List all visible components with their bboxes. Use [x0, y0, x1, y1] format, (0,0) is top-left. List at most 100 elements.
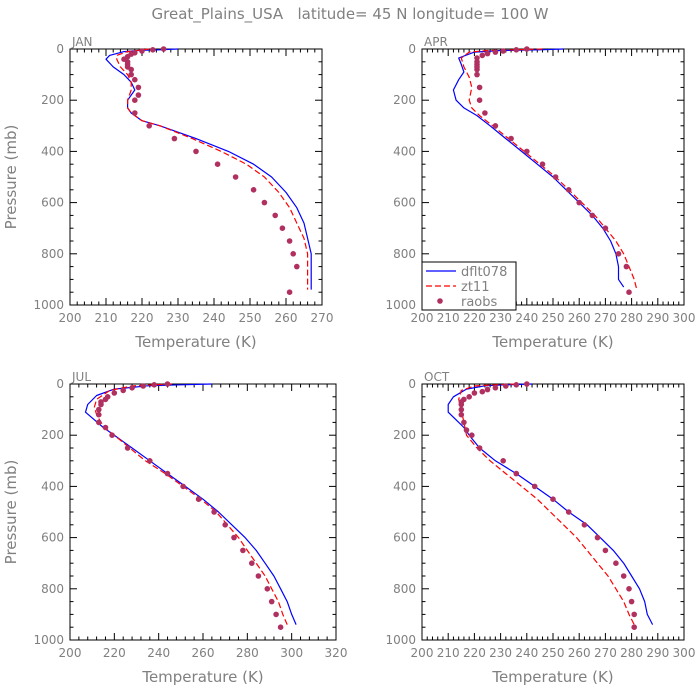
x-tick-label: 240 — [147, 646, 170, 660]
raobs-point — [623, 263, 630, 270]
y-tick-label: 1000 — [385, 633, 416, 647]
x-tick-label: 220 — [463, 311, 486, 325]
x-tick-label: 210 — [95, 311, 118, 325]
y-tick-label: 600 — [41, 531, 64, 545]
x-tick-label: 290 — [646, 311, 669, 325]
raobs-point — [135, 84, 142, 91]
x-axis-label: Temperature (K) — [491, 668, 613, 686]
x-tick-label: 210 — [437, 646, 460, 660]
raobs-point — [531, 483, 538, 490]
x-tick-label: 220 — [103, 646, 126, 660]
raobs-point — [513, 382, 520, 388]
y-tick-label: 400 — [393, 144, 416, 158]
x-tick-label: 250 — [239, 311, 262, 325]
raobs-point — [135, 92, 142, 98]
raobs-point — [102, 396, 109, 403]
y-axis-label: Pressure (mb) — [2, 460, 20, 565]
panel-title: JAN — [71, 35, 93, 49]
raobs-point — [129, 385, 135, 391]
raobs-point — [474, 66, 480, 73]
y-tick-label: 200 — [393, 93, 416, 107]
y-tick-label: 200 — [393, 428, 416, 442]
x-tick-label: 260 — [568, 311, 591, 325]
raobs-point — [132, 110, 138, 116]
raobs-point — [109, 432, 115, 439]
x-tick-label: 280 — [620, 311, 643, 325]
raobs-point — [164, 470, 171, 477]
legend: dflt078 zt11 raobs — [421, 261, 517, 311]
x-tick-label: 280 — [620, 646, 643, 660]
y-tick-label: 600 — [393, 531, 416, 545]
raobs-point — [272, 212, 279, 219]
x-tick-label: 300 — [673, 311, 696, 325]
x-tick-label: 200 — [411, 646, 434, 660]
panel-title: APR — [424, 35, 448, 49]
series-line-dflt078 — [452, 48, 625, 288]
y-tick-label: 1000 — [33, 298, 64, 312]
raobs-point — [268, 598, 275, 605]
legend-swatch-raobs — [437, 298, 443, 304]
raobs-point — [479, 388, 486, 395]
raobs-point — [211, 509, 217, 515]
raobs-point — [576, 199, 582, 206]
panel-jan: 200 210 220 230 240 250 260 270 0 200 400 600 800 100… — [2, 35, 333, 351]
raobs-point — [111, 390, 118, 396]
raobs-point — [565, 187, 572, 193]
raobs-point — [503, 383, 509, 389]
y-tick-label: 600 — [41, 196, 64, 210]
raobs-point — [524, 46, 530, 52]
raobs-point — [620, 573, 627, 579]
raobs-point — [539, 161, 546, 167]
series-line-dflt078 — [447, 383, 654, 625]
raobs-point — [231, 534, 237, 541]
raobs-point — [482, 110, 488, 116]
raobs-point — [513, 470, 520, 477]
x-tick-label: 200 — [411, 311, 434, 325]
series-line-zt11 — [460, 48, 638, 290]
x-tick-label: 320 — [325, 646, 348, 660]
raobs-point — [484, 386, 491, 393]
x-tick-label: 250 — [542, 311, 565, 325]
x-tick-label: 230 — [489, 646, 512, 660]
x-axis-label: Temperature (K) — [491, 333, 613, 351]
panel-oct: 200 210 220 230 240 250 260 270 280 290 3000200400… — [385, 370, 695, 686]
raobs-point — [602, 225, 609, 231]
raobs-point — [132, 97, 138, 103]
x-tick-label: 240 — [203, 311, 226, 325]
raobs-point — [466, 394, 473, 400]
raobs-point — [602, 547, 609, 554]
x-tick-label: 230 — [489, 311, 512, 325]
raobs-point — [469, 432, 475, 439]
raobs-point — [492, 49, 499, 55]
raobs-point — [628, 598, 635, 605]
y-axis-label: Pressure (mb) — [2, 125, 20, 230]
raobs-point — [279, 225, 286, 231]
x-tick-label: 270 — [594, 646, 617, 660]
raobs-point — [552, 174, 559, 180]
raobs-point — [476, 97, 483, 103]
x-tick-label: 200 — [59, 646, 82, 660]
raobs-point — [264, 586, 271, 592]
raobs-point — [147, 458, 153, 464]
raobs-point — [524, 381, 530, 387]
x-tick-label: 300 — [280, 646, 303, 660]
raobs-point — [492, 123, 499, 129]
panel-jul: 200 220 240 260 280 300 320 0 200 400 600 800 1000 JU… — [2, 370, 347, 686]
raobs-point — [120, 387, 126, 394]
x-tick-label: 280 — [236, 646, 259, 660]
raobs-point — [96, 406, 102, 413]
y-tick-label: 1000 — [385, 298, 416, 312]
raobs-point — [500, 458, 507, 464]
raobs-point — [626, 586, 632, 592]
plot-frame — [69, 48, 323, 306]
raobs-point — [613, 560, 619, 566]
y-tick-label: 0 — [408, 377, 416, 391]
raobs-point — [139, 48, 145, 54]
raobs-point — [222, 522, 228, 528]
series-line-dflt078 — [84, 383, 297, 625]
panel-title: JUL — [71, 370, 91, 384]
x-tick-label: 260 — [275, 311, 298, 325]
y-tick-label: 200 — [41, 93, 64, 107]
plot-frame — [69, 383, 337, 641]
